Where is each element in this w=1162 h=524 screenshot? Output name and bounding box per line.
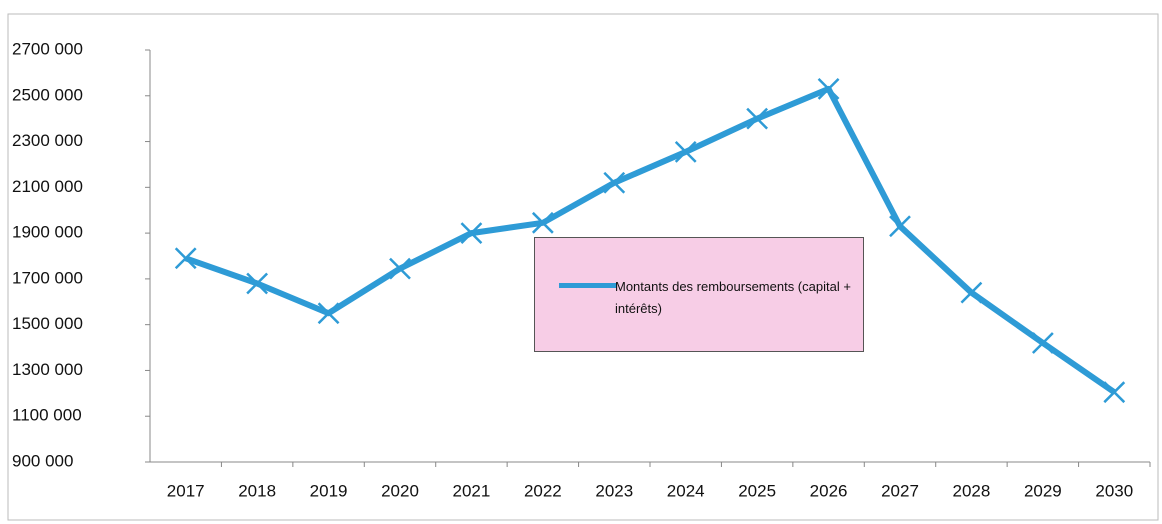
y-tick-label: 2300 000 — [12, 131, 83, 150]
y-tick-label: 1700 000 — [12, 268, 83, 287]
marker — [674, 140, 697, 163]
x-tick-label: 2028 — [953, 481, 991, 500]
y-tick-label: 900 000 — [12, 451, 73, 470]
marker — [1031, 332, 1054, 354]
y-tick-label: 2100 000 — [12, 177, 83, 196]
y-tick-label: 2500 000 — [12, 85, 83, 104]
x-tick-label: 2022 — [524, 481, 562, 500]
legend-swatch — [559, 283, 617, 288]
chart-frame — [7, 13, 1159, 521]
y-tick-label: 1300 000 — [12, 360, 83, 379]
x-tick-label: 2024 — [667, 481, 705, 500]
y-tick-label: 1500 000 — [12, 314, 83, 333]
x-tick-label: 2023 — [595, 481, 633, 500]
x-tick-label: 2019 — [310, 481, 348, 500]
marker — [746, 107, 769, 130]
y-tick-label: 1100 000 — [12, 406, 82, 425]
x-tick-label: 2026 — [810, 481, 848, 500]
marker — [817, 78, 840, 100]
legend: Montants des remboursements (capital + i… — [534, 237, 864, 352]
marker — [174, 247, 197, 270]
x-tick-label: 2029 — [1024, 481, 1062, 500]
x-tick-label: 2017 — [167, 481, 205, 500]
x-tick-label: 2018 — [238, 481, 276, 500]
marker — [603, 171, 626, 194]
x-tick-label: 2027 — [881, 481, 919, 500]
y-tick-label: 2700 000 — [12, 39, 83, 58]
y-tick-label: 1900 000 — [12, 223, 83, 242]
x-tick-label: 2020 — [381, 481, 419, 500]
marker — [531, 211, 554, 234]
x-tick-label: 2021 — [453, 481, 491, 500]
marker — [317, 302, 340, 325]
legend-label: Montants des remboursements (capital + i… — [615, 279, 851, 316]
marker — [389, 257, 411, 280]
x-tick-label: 2025 — [738, 481, 776, 500]
x-tick-label: 2030 — [1095, 481, 1133, 500]
line-series — [184, 85, 1116, 395]
marker — [1103, 381, 1126, 404]
marker — [960, 281, 983, 304]
marker — [246, 272, 269, 295]
marker — [460, 222, 483, 244]
marker — [889, 215, 911, 238]
